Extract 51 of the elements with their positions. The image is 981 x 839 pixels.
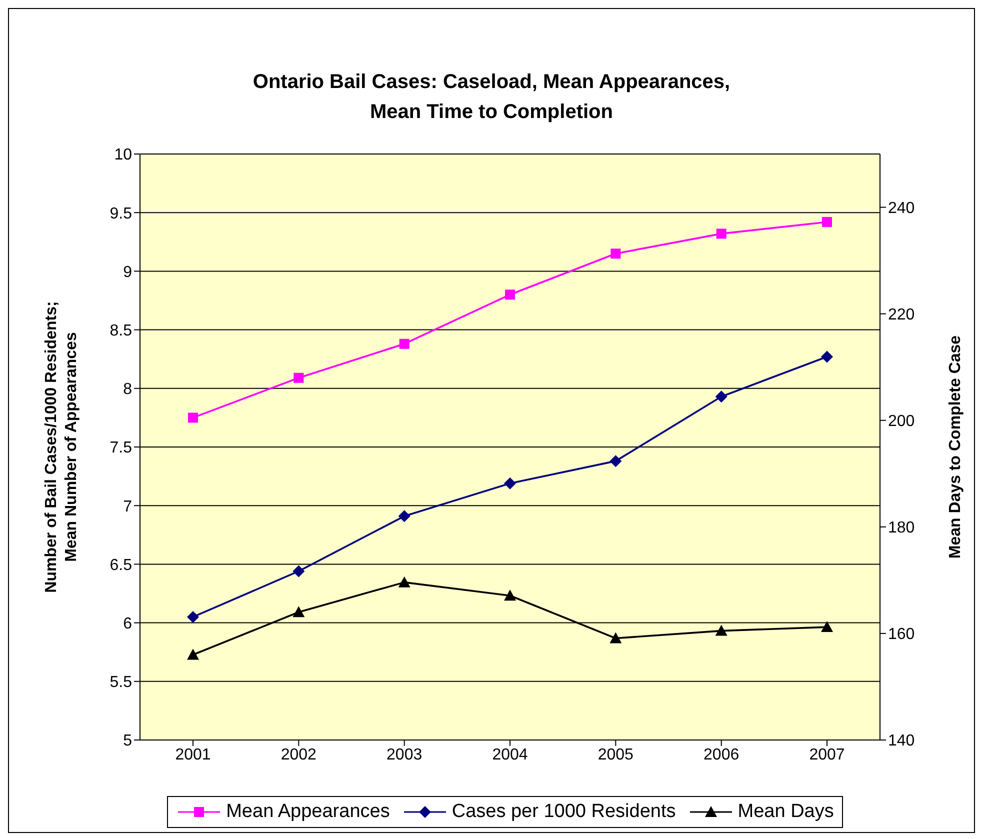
point (610, 455, 622, 468)
x-tick-label: 2001 (175, 746, 211, 764)
point (399, 338, 410, 349)
y2-tick-label: 240 (888, 200, 915, 217)
point (610, 248, 621, 259)
point (505, 290, 515, 300)
y2-tick-label: 220 (888, 306, 915, 324)
point (398, 510, 410, 522)
x-tick-label: 2003 (386, 746, 422, 764)
y-tick-label: 9 (123, 264, 132, 281)
point (715, 624, 728, 636)
y-tick-label: 7 (123, 498, 132, 516)
y-tick-label: 8 (123, 381, 132, 398)
point (821, 621, 833, 632)
point (398, 576, 410, 588)
legend-label: Mean Days (738, 801, 834, 823)
point (822, 216, 832, 227)
point (716, 228, 726, 239)
y-tick-label: 7.5 (110, 440, 132, 457)
y-tick-label: 9.5 (110, 205, 132, 222)
y2-axis-title: Mean Days to Complete Case (947, 335, 964, 559)
point (504, 590, 516, 601)
y-tick-label: 8.5 (110, 322, 132, 340)
y2-tick-label: 180 (888, 520, 915, 537)
point (821, 350, 833, 363)
y-tick-label: 5 (123, 732, 132, 750)
x-tick-label: 2005 (598, 746, 634, 764)
legend-label: Mean Appearances (226, 801, 390, 823)
x-tick-label: 2006 (704, 746, 740, 764)
point (504, 477, 516, 490)
y-tick-label: 6.5 (110, 556, 132, 574)
chart-title: Ontario Bail Cases: Caseload, Mean Appearances, Mean Time to Completion (252, 70, 732, 125)
point (292, 606, 305, 618)
point (188, 412, 198, 423)
y2-tick-label: 140 (888, 732, 915, 750)
x-tick-label: 2007 (809, 746, 845, 764)
y2-tick-label: 160 (888, 626, 915, 644)
y-tick-label: 10 (114, 146, 132, 164)
point (294, 372, 304, 383)
point (187, 648, 199, 660)
y2-tick-label: 200 (888, 413, 915, 430)
point (187, 610, 199, 623)
x-tick-label: 2002 (280, 746, 317, 764)
y-tick-label: 5.5 (110, 674, 132, 692)
point (610, 632, 622, 644)
legend-label: Cases per 1000 Residents (452, 801, 676, 823)
point (715, 390, 728, 403)
point (292, 565, 305, 578)
x-tick-label: 2004 (492, 746, 528, 764)
y-axis-title: Number of Bail Cases/1000 Residents; Mean Number of Appearances (43, 301, 80, 593)
y-tick-label: 6 (123, 615, 132, 632)
